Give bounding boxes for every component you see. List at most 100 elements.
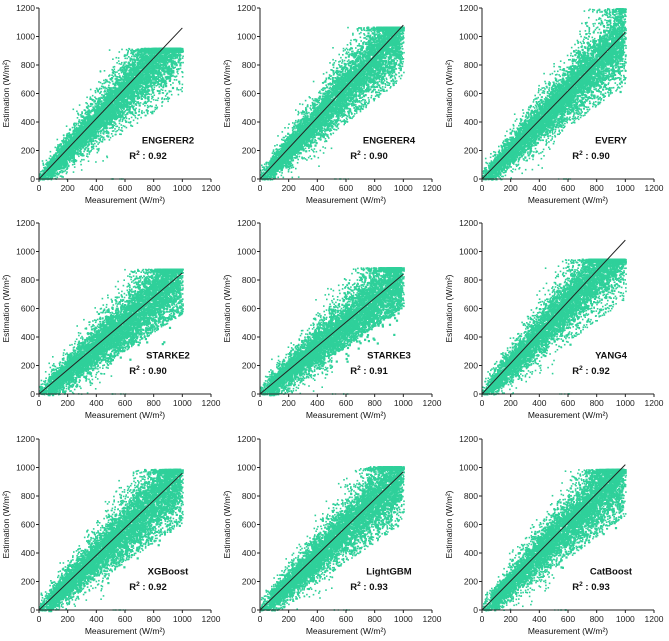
data-point xyxy=(150,94,152,96)
data-point xyxy=(98,132,100,134)
data-point xyxy=(62,172,64,174)
data-point xyxy=(111,133,113,135)
data-point xyxy=(96,146,98,148)
data-point xyxy=(65,170,67,172)
data-point xyxy=(173,58,175,60)
data-point xyxy=(119,51,121,53)
data-point xyxy=(180,89,182,91)
data-point xyxy=(95,161,97,163)
data-point xyxy=(88,105,90,107)
data-point xyxy=(94,96,96,98)
data-point xyxy=(106,88,108,90)
data-point xyxy=(43,167,45,169)
data-point xyxy=(112,135,114,137)
data-point xyxy=(126,55,128,57)
data-point xyxy=(50,151,52,153)
data-point xyxy=(111,74,113,76)
data-point xyxy=(176,79,178,81)
data-point xyxy=(166,83,168,85)
data-point xyxy=(130,67,132,69)
data-point xyxy=(90,89,92,91)
data-point xyxy=(140,102,142,104)
data-point xyxy=(179,83,181,85)
data-point xyxy=(169,98,171,100)
data-point xyxy=(107,136,109,138)
data-point xyxy=(118,127,120,129)
data-point xyxy=(182,76,184,78)
data-point xyxy=(120,67,122,69)
data-point xyxy=(137,118,139,120)
data-point xyxy=(114,68,116,70)
data-point xyxy=(177,70,179,72)
data-point xyxy=(142,53,144,55)
data-point xyxy=(133,120,135,122)
data-point xyxy=(62,170,64,172)
data-point xyxy=(163,92,165,94)
data-point xyxy=(176,89,178,91)
data-point xyxy=(81,159,83,161)
data-point xyxy=(181,91,183,93)
data-point xyxy=(63,139,65,141)
data-point xyxy=(72,127,74,129)
data-point xyxy=(55,147,57,149)
data-point xyxy=(107,127,109,129)
data-point xyxy=(49,158,51,160)
data-point xyxy=(120,63,122,65)
data-point xyxy=(176,69,178,71)
data-point xyxy=(87,148,89,150)
data-point xyxy=(155,99,157,101)
data-point xyxy=(103,80,105,82)
data-point xyxy=(63,135,65,137)
data-point xyxy=(112,70,114,72)
data-point xyxy=(130,125,132,127)
data-point xyxy=(137,122,139,124)
data-point xyxy=(99,88,101,90)
data-point xyxy=(108,85,110,87)
data-point xyxy=(44,170,46,172)
data-point xyxy=(167,63,169,65)
data-point xyxy=(100,70,102,72)
data-point xyxy=(122,130,124,132)
data-point xyxy=(93,144,95,146)
data-point xyxy=(141,113,143,115)
data-point xyxy=(114,128,116,130)
data-point xyxy=(145,115,147,117)
data-point xyxy=(102,132,104,134)
data-point xyxy=(163,86,165,88)
data-point xyxy=(178,94,180,96)
data-point xyxy=(119,63,121,65)
data-point xyxy=(115,134,117,136)
data-point xyxy=(103,87,105,89)
data-point xyxy=(178,89,180,91)
data-point xyxy=(104,93,106,95)
data-point xyxy=(126,118,128,120)
data-point xyxy=(121,127,123,129)
data-point xyxy=(74,163,76,165)
data-point xyxy=(118,60,120,62)
data-point xyxy=(71,160,73,162)
data-point xyxy=(139,104,141,106)
data-point xyxy=(128,48,130,50)
data-point xyxy=(100,82,102,84)
data-point xyxy=(94,143,96,145)
data-point xyxy=(121,72,123,74)
data-point xyxy=(130,50,132,52)
data-point xyxy=(66,168,68,170)
data-point xyxy=(147,113,149,115)
data-point xyxy=(128,118,130,120)
data-point xyxy=(80,148,82,150)
data-point xyxy=(131,105,133,107)
data-point xyxy=(86,97,88,99)
data-point xyxy=(76,111,78,113)
data-point xyxy=(94,100,96,102)
data-point xyxy=(97,152,99,154)
data-point xyxy=(121,62,123,64)
data-point xyxy=(163,84,165,86)
data-point xyxy=(104,91,106,93)
data-point xyxy=(77,117,79,119)
data-point xyxy=(118,57,120,59)
data-point xyxy=(72,164,74,166)
data-point xyxy=(160,89,162,91)
data-point xyxy=(166,93,168,95)
